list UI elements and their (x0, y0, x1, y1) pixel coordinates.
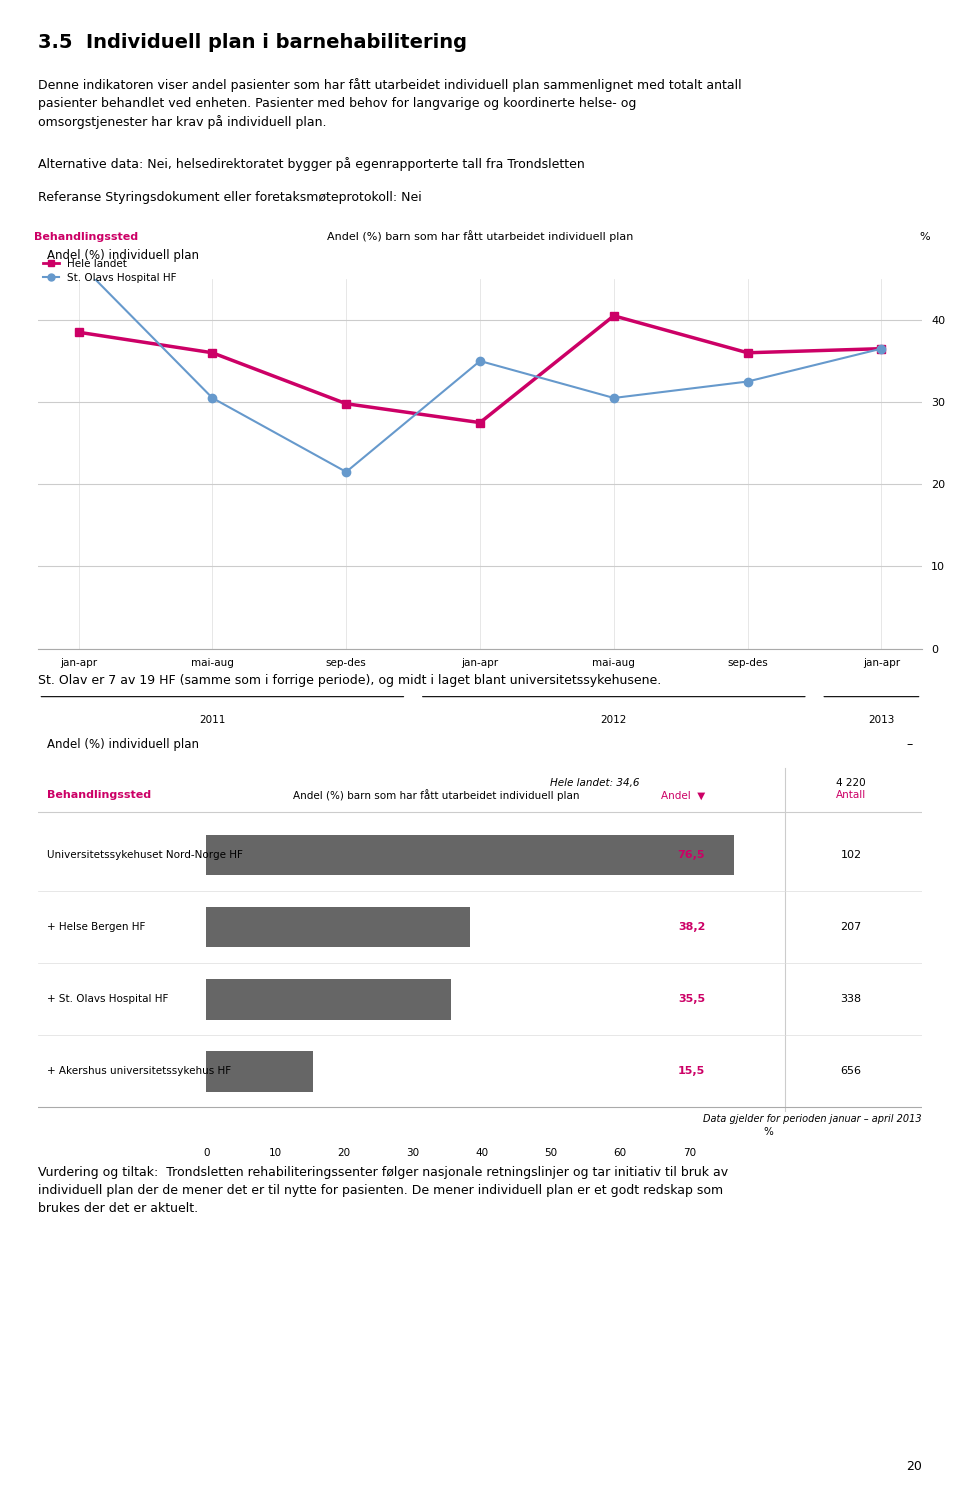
Text: 2011: 2011 (199, 716, 226, 725)
Text: 338: 338 (840, 994, 861, 1005)
Text: Andel (%) barn som har fått utarbeidet individuell plan: Andel (%) barn som har fått utarbeidet i… (293, 789, 579, 801)
Text: Behandlingssted: Behandlingssted (34, 231, 138, 242)
Text: 76,5: 76,5 (678, 850, 706, 860)
Bar (206, 980, 451, 1020)
Text: Vurdering og tiltak:  Trondsletten rehabiliteringssenter følger nasjonale retnin: Vurdering og tiltak: Trondsletten rehabi… (38, 1166, 729, 1215)
Bar (206, 907, 469, 947)
Text: 656: 656 (840, 1066, 861, 1077)
Text: 207: 207 (840, 923, 861, 932)
Text: + St. Olavs Hospital HF: + St. Olavs Hospital HF (47, 994, 169, 1005)
Text: 4 220: 4 220 (836, 778, 866, 789)
Text: 38,2: 38,2 (678, 923, 706, 932)
Legend: Hele landet, St. Olavs Hospital HF: Hele landet, St. Olavs Hospital HF (39, 255, 181, 286)
Text: Alternative data: Nei, helsedirektoratet bygger på egenrapporterte tall fra Tron: Alternative data: Nei, helsedirektoratet… (38, 157, 586, 170)
Text: St. Olav er 7 av 19 HF (samme som i forrige periode), og midt i laget blant univ: St. Olav er 7 av 19 HF (samme som i forr… (38, 674, 661, 687)
Text: Andel (%) individuell plan: Andel (%) individuell plan (47, 738, 200, 751)
Text: 15,5: 15,5 (678, 1066, 706, 1077)
Text: %: % (763, 1127, 773, 1136)
Text: 3.5  Individuell plan i barnehabilitering: 3.5 Individuell plan i barnehabilitering (38, 33, 468, 52)
Text: Referanse Styringsdokument eller foretaksmøteprotokoll: Nei: Referanse Styringsdokument eller foretak… (38, 191, 422, 204)
Text: Denne indikatoren viser andel pasienter som har fått utarbeidet individuell plan: Denne indikatoren viser andel pasienter … (38, 78, 742, 128)
Text: 102: 102 (840, 850, 861, 860)
Bar (206, 1051, 313, 1091)
Text: Universitetssykehuset Nord-Norge HF: Universitetssykehuset Nord-Norge HF (47, 850, 243, 860)
Text: Antall: Antall (836, 790, 866, 801)
Text: Data gjelder for perioden januar – april 2013: Data gjelder for perioden januar – april… (703, 1114, 922, 1124)
Text: Andel  ▼: Andel ▼ (661, 790, 706, 801)
Text: + Helse Bergen HF: + Helse Bergen HF (47, 923, 146, 932)
Text: 35,5: 35,5 (678, 994, 706, 1005)
Text: Behandlingssted: Behandlingssted (47, 790, 152, 801)
Text: Andel (%) barn som har fått utarbeidet individuell plan: Andel (%) barn som har fått utarbeidet i… (326, 230, 634, 242)
Bar (206, 835, 734, 875)
Text: 2012: 2012 (601, 716, 627, 725)
Text: %: % (920, 231, 930, 242)
Text: 20: 20 (905, 1460, 922, 1473)
Text: –: – (906, 738, 913, 751)
Text: Hele landet: 34,6: Hele landet: 34,6 (550, 778, 639, 789)
Text: + Akershus universitetssykehus HF: + Akershus universitetssykehus HF (47, 1066, 231, 1077)
Text: 2013: 2013 (868, 716, 895, 725)
Text: Andel (%) individuell plan: Andel (%) individuell plan (47, 249, 200, 262)
